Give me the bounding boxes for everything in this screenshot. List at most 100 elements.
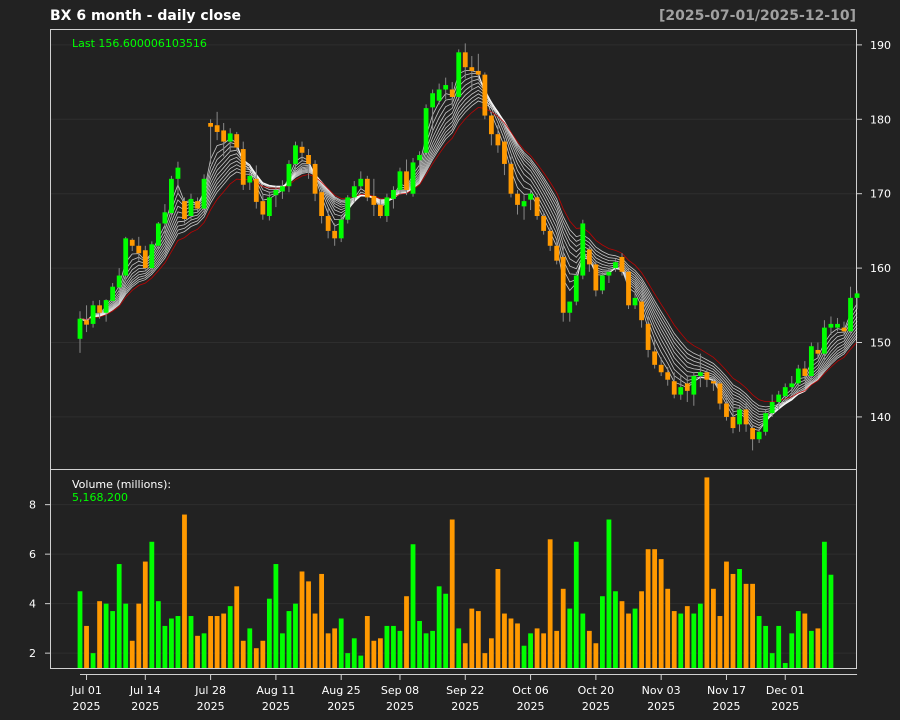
candle-body (508, 163, 514, 194)
candle-body (528, 193, 533, 200)
volume-tick-label: 6 (29, 548, 36, 561)
volume-bar (822, 541, 827, 668)
candle-body (338, 219, 344, 239)
candle-body (482, 74, 488, 116)
candle-body (822, 327, 827, 354)
candle-body (541, 216, 547, 231)
candle-body (743, 409, 749, 425)
candle-body (90, 305, 96, 324)
volume-bar (234, 586, 240, 668)
candle-body (77, 318, 83, 339)
date-tick-label: Aug 25 (322, 684, 361, 697)
moving-average-line (79, 89, 858, 415)
candle-body (404, 171, 409, 190)
candle-body (436, 89, 442, 101)
moving-average-line (79, 78, 858, 424)
candle-body (136, 245, 142, 254)
volume-bar (776, 625, 782, 668)
candle-body (97, 305, 102, 313)
volume-bar (384, 625, 390, 668)
volume-bar (208, 616, 213, 668)
candle-body (247, 175, 253, 183)
candle-body (443, 85, 449, 90)
candle-body (162, 212, 168, 224)
date-tick-label: Dec 01 (766, 684, 805, 697)
moving-average-line (79, 97, 858, 410)
moving-average-line (79, 85, 858, 418)
candle-body (240, 149, 246, 185)
candle-body (782, 387, 788, 397)
candle-body (502, 141, 507, 164)
volume-bar (103, 603, 109, 668)
volume-bar (155, 601, 161, 668)
candle-body (391, 189, 396, 199)
volume-bar (462, 643, 468, 668)
candle-body (671, 381, 677, 395)
volume-bar (606, 519, 612, 668)
candle-body (201, 178, 207, 209)
volume-bar (528, 633, 533, 668)
candle-body (606, 271, 612, 276)
candle-body (103, 300, 109, 313)
candle-body (619, 256, 625, 272)
candle-body (273, 189, 279, 196)
candle-body (417, 155, 422, 161)
candle-body (724, 403, 729, 417)
candle-body (730, 416, 736, 429)
candle-body (182, 201, 187, 219)
volume-panel-frame (50, 469, 857, 669)
candle-body (515, 193, 520, 205)
candle-body (155, 223, 161, 246)
candle-body (319, 192, 325, 217)
candle-body (293, 145, 298, 164)
volume-bar (795, 611, 801, 668)
date-tick-year: 2025 (73, 700, 101, 713)
candle-body (665, 372, 671, 380)
volume-bar (221, 613, 227, 668)
volume-bar (149, 541, 155, 668)
price-axis: 140 150 160 170 180 190 (856, 39, 891, 424)
candle-body (430, 93, 436, 108)
candle-body (567, 301, 573, 313)
volume-bar (410, 544, 416, 668)
volume-bar (286, 611, 292, 668)
volume-bar (299, 571, 305, 668)
volume-bar (423, 633, 429, 668)
volume-bar (808, 630, 814, 668)
date-tick-year: 2025 (647, 700, 675, 713)
candle-body (580, 223, 586, 276)
volume-bar (136, 603, 142, 668)
volume-bar (665, 588, 671, 668)
volume-bar (495, 569, 501, 668)
volume-bar (704, 477, 710, 668)
candle-body (534, 197, 540, 217)
candle-body (280, 186, 285, 192)
volume-bar (482, 653, 488, 668)
date-tick-year: 2025 (712, 700, 740, 713)
volume-bar (554, 630, 560, 668)
volume-bar (593, 643, 599, 668)
volume-bar (182, 514, 187, 668)
candle-body (449, 89, 455, 97)
price-tick-label: 190 (870, 39, 891, 52)
volume-bar (175, 616, 181, 668)
volume-bar (828, 574, 834, 668)
volume-bar (110, 611, 116, 668)
date-tick-label: Oct 06 (512, 684, 549, 697)
price-tick-label: 170 (870, 188, 891, 201)
volume-bar (652, 549, 658, 668)
volume-bar (312, 613, 318, 668)
candle-body (175, 167, 181, 179)
volume-bar (332, 628, 338, 668)
candlestick-series (77, 43, 860, 451)
moving-average-line (79, 75, 858, 426)
volume-bar (188, 616, 194, 668)
candle-body (345, 197, 351, 220)
moving-average-line (79, 72, 858, 429)
volume-bar (580, 613, 586, 668)
candle-body (469, 67, 475, 71)
volume-bar (475, 611, 481, 668)
candle-body (560, 256, 566, 313)
chart-title: BX 6 month - daily close (50, 8, 241, 24)
date-tick-label: Jul 28 (194, 684, 226, 697)
